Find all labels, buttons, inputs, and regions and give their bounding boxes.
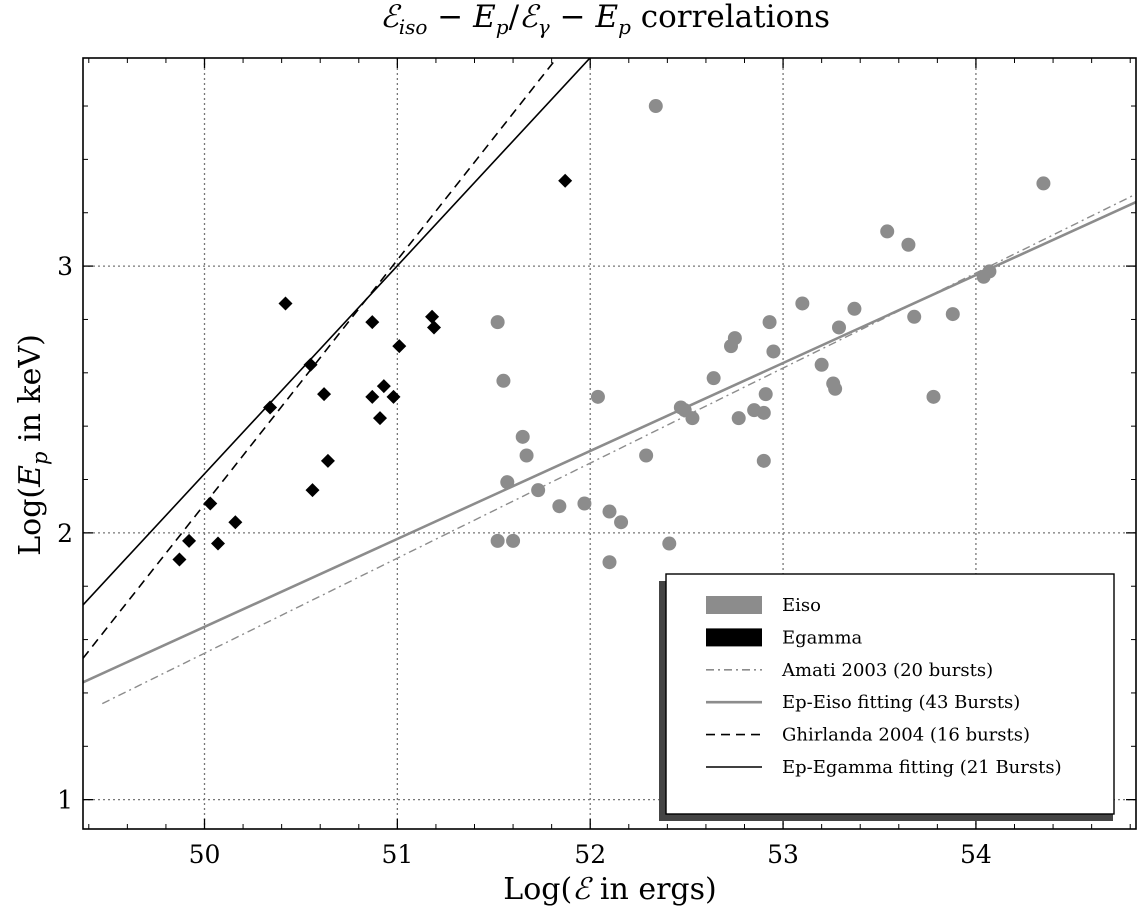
eiso-point <box>519 448 534 463</box>
eiso-point <box>847 301 862 316</box>
eiso-point <box>614 515 629 530</box>
egamma-point <box>392 339 407 354</box>
eiso-point <box>602 555 617 570</box>
egamma-point <box>365 315 380 330</box>
eiso-point <box>901 237 916 252</box>
axis-ticks <box>83 58 1136 829</box>
eiso-point <box>590 389 605 404</box>
egamma-point <box>182 533 197 548</box>
eiso-point <box>506 533 521 548</box>
x-tick-label: 51 <box>381 840 413 869</box>
data-points <box>172 99 1051 570</box>
eiso-point <box>490 533 505 548</box>
egamma-point <box>425 309 440 324</box>
x-tick-label: 50 <box>189 840 221 869</box>
eiso-point <box>756 453 771 468</box>
eiso-point <box>531 483 546 498</box>
eiso-point <box>1036 176 1051 191</box>
fit-line <box>83 58 592 606</box>
legend: Eiso Egamma Amati 2003 (20 bursts) Ep-Eiso … <box>659 573 1115 821</box>
legend-label: Ep-Egamma fitting (21 Bursts) <box>782 757 1062 778</box>
eiso-point <box>577 496 592 511</box>
eiso-point <box>602 504 617 519</box>
legend-swatch <box>706 628 762 647</box>
fit-line <box>101 193 1136 705</box>
egamma-point <box>320 453 335 468</box>
eiso-point <box>814 357 829 372</box>
x-tick-label: 53 <box>767 840 799 869</box>
eiso-point <box>766 344 781 359</box>
plot-frame <box>82 57 1137 830</box>
egamma-point <box>303 357 318 372</box>
y-tick-label: 2 <box>57 519 73 548</box>
legend-label: Eiso <box>782 595 821 616</box>
y-tick-label: 1 <box>57 786 73 815</box>
eiso-point <box>828 381 843 396</box>
x-tick-label: 54 <box>960 840 992 869</box>
eiso-point <box>731 411 746 426</box>
eiso-point <box>496 373 511 388</box>
egamma-point <box>278 296 293 311</box>
eiso-point <box>639 448 654 463</box>
eiso-point <box>724 339 738 354</box>
egamma-point <box>427 320 441 335</box>
tick-labels: 50 51 52 53 54 1 2 3 <box>57 252 992 869</box>
y-axis-label: Log(Ep in keV) <box>13 334 52 556</box>
eiso-point <box>907 309 922 324</box>
egamma-point <box>228 515 243 530</box>
eiso-point <box>945 307 960 322</box>
egamma-point <box>373 411 387 426</box>
egamma-point <box>317 387 332 402</box>
eiso-point <box>795 296 810 311</box>
eiso-point <box>758 387 773 402</box>
egamma-point <box>376 379 391 394</box>
egamma-point <box>558 173 573 188</box>
x-axis-label: Log(ℰ in ergs) <box>503 872 716 907</box>
legend-label: Amati 2003 (20 bursts) <box>781 660 993 681</box>
eiso-point <box>976 269 991 284</box>
eiso-point <box>515 429 530 444</box>
eiso-point <box>762 315 777 330</box>
chart-title: ℰiso − Ep/ℰγ − Ep correlations <box>380 0 830 39</box>
legend-label: Ghirlanda 2004 (16 bursts) <box>782 725 1030 746</box>
eiso-point <box>880 224 895 239</box>
eiso-point <box>756 405 771 420</box>
eiso-point <box>648 99 663 114</box>
legend-label: Ep-Eiso fitting (43 Bursts) <box>782 692 1020 713</box>
egamma-point <box>172 552 187 567</box>
egamma-point <box>211 536 225 551</box>
egamma-point <box>305 483 320 498</box>
y-tick-label: 3 <box>57 252 73 281</box>
eiso-point <box>926 389 941 404</box>
eiso-point <box>500 475 515 490</box>
x-tick-label: 52 <box>574 840 606 869</box>
legend-swatch <box>706 596 762 614</box>
fit-line <box>83 58 558 659</box>
eiso-point <box>552 499 567 514</box>
fit-lines <box>83 58 1136 705</box>
eiso-point <box>832 320 846 335</box>
egamma-point <box>365 389 380 404</box>
eiso-point <box>706 371 721 386</box>
egamma-point <box>263 400 278 415</box>
egamma-point <box>203 496 218 511</box>
fit-line <box>83 200 1136 684</box>
eiso-point <box>662 536 677 551</box>
egamma-point <box>386 389 401 404</box>
grid <box>83 58 1136 829</box>
eiso-point <box>490 315 505 330</box>
legend-label: Egamma <box>782 627 863 648</box>
eiso-point <box>685 411 700 426</box>
